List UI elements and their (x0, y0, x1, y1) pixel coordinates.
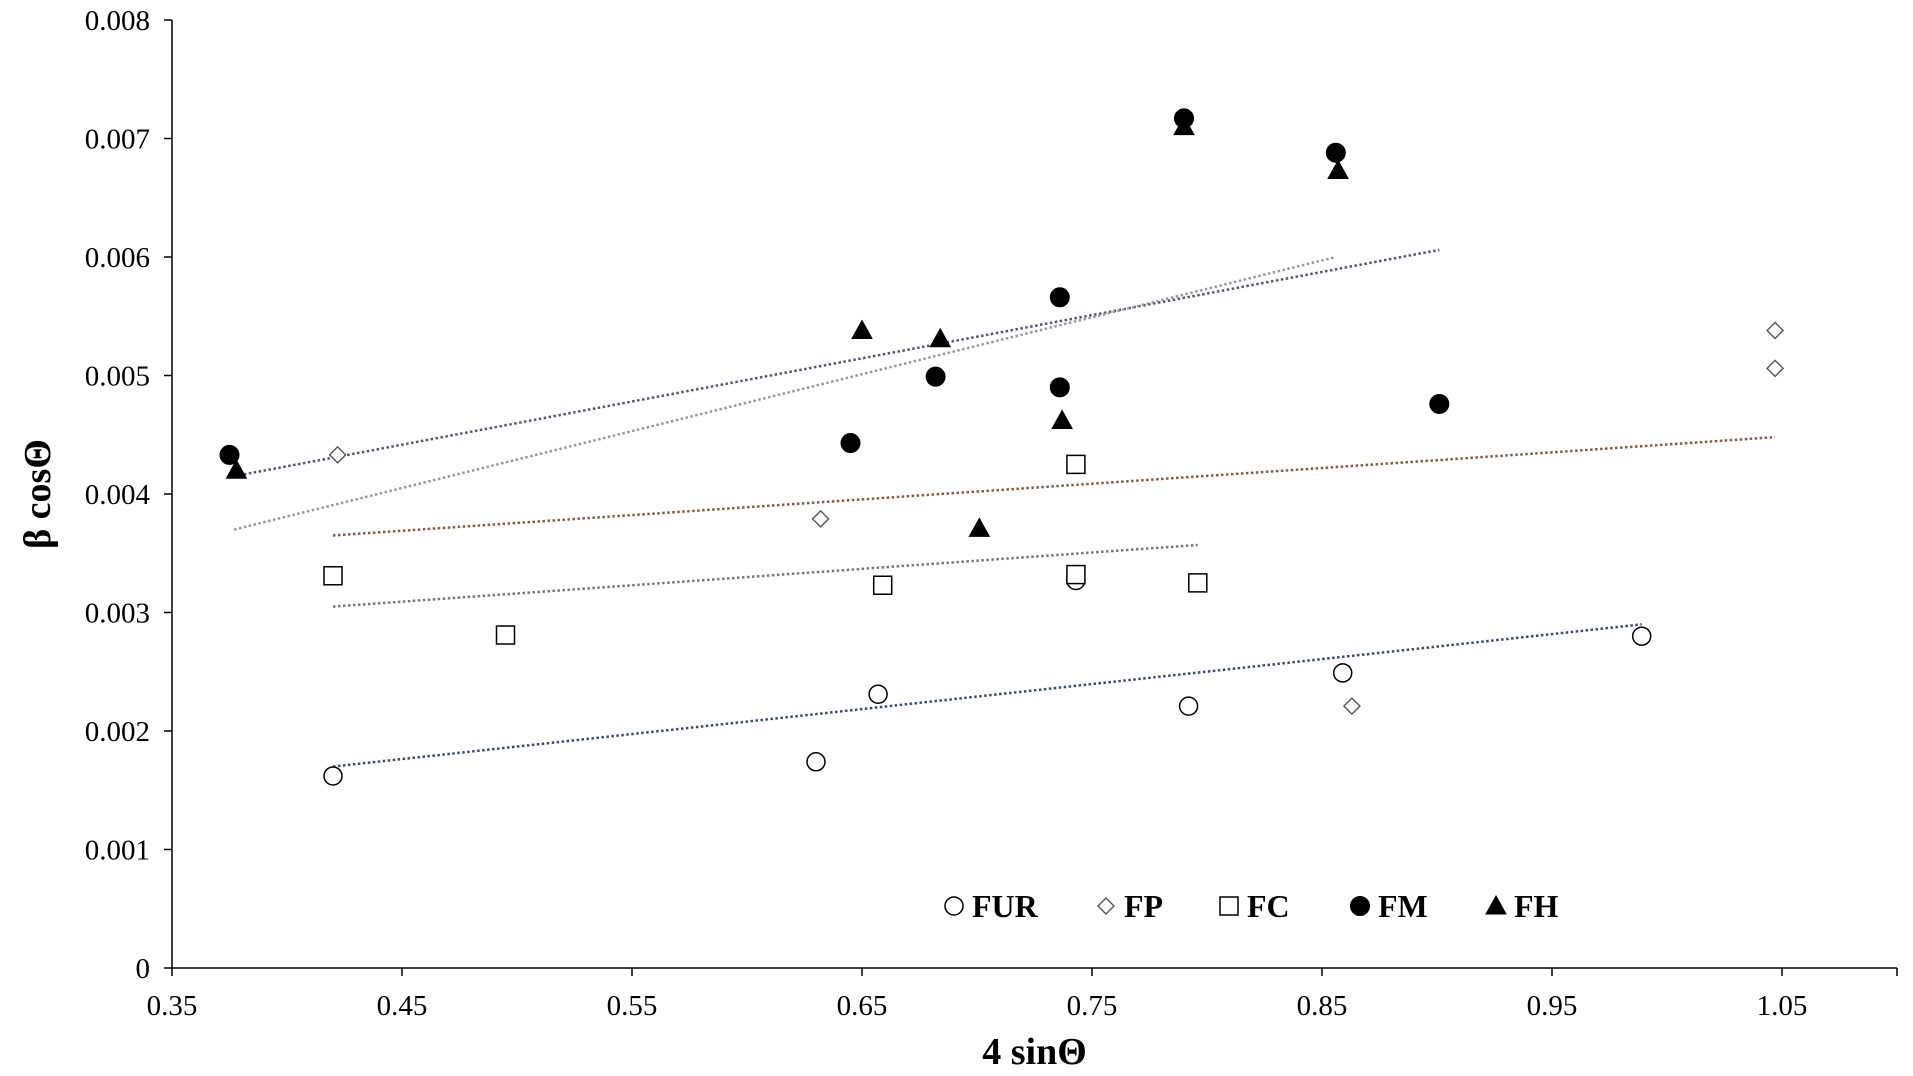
point-fm (840, 433, 861, 454)
x-tick-label: 1.05 (1757, 990, 1808, 1022)
y-tick-label: 0.008 (85, 5, 150, 37)
point-fh (225, 459, 248, 479)
point-fur (1631, 626, 1652, 646)
y-tick-label: 0.003 (85, 598, 150, 630)
legend-item-fur: FUR (944, 888, 1039, 924)
series-fh (225, 115, 1349, 537)
point-fc (495, 625, 516, 645)
x-tick-label: 0.55 (607, 990, 658, 1022)
point-fp (1766, 359, 1785, 378)
trendline-fc (332, 543, 1198, 608)
legend: FUR FP FC FM FH (944, 888, 1559, 924)
point-fh (851, 319, 873, 339)
trendline-fm (233, 248, 1440, 478)
legend-label-fur: FUR (972, 888, 1039, 924)
y-tick-label: 0.002 (85, 716, 150, 748)
point-fh (968, 517, 991, 537)
axes: 0 0.001 0.002 0.003 0.004 0.005 0.006 0.007 0.00… (17, 5, 1898, 1073)
series-fp (328, 321, 1785, 716)
y-axis-title: β cosΘ (17, 439, 59, 549)
point-fp (328, 445, 347, 464)
legend-label-fh: FH (1514, 888, 1559, 924)
legend-label-fp: FP (1124, 888, 1163, 924)
x-tick-label: 0.65 (837, 990, 888, 1022)
x-tick-label: 0.85 (1297, 990, 1348, 1022)
point-fm (1049, 287, 1070, 308)
point-fm (1049, 377, 1070, 398)
x-tick-label: 0.95 (1527, 990, 1578, 1022)
point-fh (1173, 115, 1195, 136)
data-markers (219, 108, 1785, 786)
point-fp (811, 509, 830, 528)
legend-item-fc: FC (1219, 888, 1290, 924)
point-fm (1325, 142, 1346, 163)
trendline-fp (332, 435, 1776, 537)
trendlines (233, 248, 1776, 768)
legend-label-fc: FC (1247, 888, 1290, 924)
point-fp (1766, 321, 1785, 340)
trendline-fh (233, 255, 1337, 531)
point-fc (323, 566, 343, 586)
series-fur (323, 570, 1652, 786)
legend-label-fm: FM (1378, 888, 1428, 924)
legend-marker-fp (1097, 897, 1115, 915)
point-fc (1188, 573, 1208, 593)
point-fur (323, 766, 343, 786)
legend-item-fp: FP (1097, 888, 1163, 924)
y-tick-label: 0 (136, 953, 151, 985)
legend-marker-fc (1219, 896, 1239, 916)
series-fc (323, 454, 1208, 645)
point-fm (925, 366, 946, 387)
point-fur (806, 752, 826, 772)
point-fh (1051, 409, 1073, 430)
point-fm (219, 444, 240, 465)
legend-marker-fur (944, 896, 964, 916)
legend-item-fm: FM (1350, 888, 1428, 924)
point-fur (1332, 663, 1353, 683)
y-tick-label: 0.004 (85, 479, 151, 511)
legend-item-fh: FH (1485, 888, 1559, 924)
x-tick-label: 0.35 (147, 990, 198, 1022)
point-fur (868, 684, 888, 705)
y-tick-label: 0.005 (85, 361, 150, 393)
point-fc (872, 575, 893, 595)
y-tick-label: 0.007 (85, 124, 150, 156)
point-fh (929, 327, 952, 348)
x-axis-title: 4 sinΘ (982, 1031, 1087, 1073)
y-tick-label: 0.006 (85, 242, 150, 274)
legend-marker-fh (1485, 894, 1507, 915)
point-fc (1066, 454, 1086, 475)
point-fc (1066, 564, 1086, 585)
x-tick-label: 0.75 (1067, 990, 1118, 1022)
point-fp (1342, 697, 1361, 716)
point-fur (1178, 696, 1199, 716)
series-fm (219, 108, 1450, 465)
x-tick-label: 0.45 (377, 990, 428, 1022)
point-fm (1429, 393, 1450, 414)
y-tick-label: 0.001 (85, 835, 150, 867)
trendline-fur (332, 623, 1642, 768)
point-fh (1327, 159, 1349, 179)
legend-marker-fm (1350, 896, 1370, 916)
